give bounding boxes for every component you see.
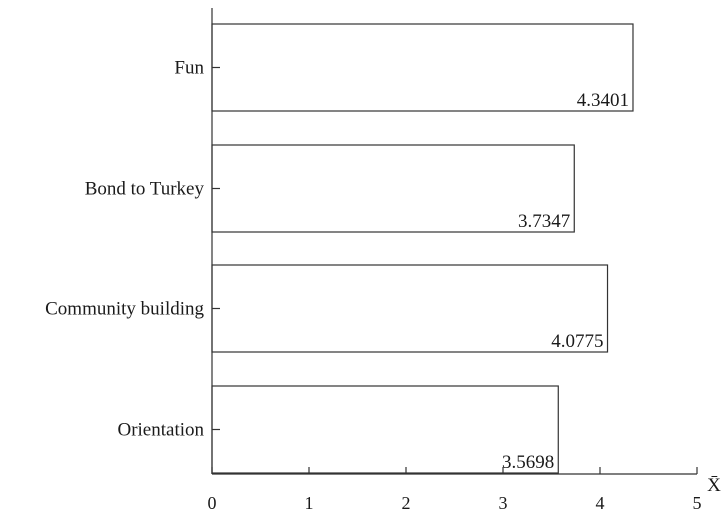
x-tick-label: 5 — [693, 493, 702, 513]
x-tick-label: 1 — [305, 493, 314, 513]
plot-area: 4.3401 3.7347 4.0775 3.5698 — [211, 23, 634, 474]
x-tick-label: 3 — [499, 493, 508, 513]
y-axis-categories: Fun Bond to Turkey Community building Orien… — [45, 58, 220, 441]
bar — [211, 385, 559, 474]
bar — [211, 264, 609, 353]
x-tick-label: 2 — [402, 493, 411, 513]
bar-value-label: 3.7347 — [518, 211, 570, 232]
category-label: Orientation — [117, 420, 204, 441]
category-label: Fun — [174, 58, 204, 79]
bar — [211, 23, 634, 112]
x-tick-label: 4 — [596, 493, 605, 513]
x-axis-ticks: 0 1 2 3 4 5 — [208, 467, 702, 513]
x-axis-label: X̄ — [707, 475, 721, 496]
category-label: Community building — [45, 299, 204, 320]
axes — [211, 8, 697, 475]
bar-value-label: 3.5698 — [502, 452, 554, 473]
category-label: Bond to Turkey — [85, 179, 205, 200]
bar-value-label: 4.3401 — [577, 90, 629, 111]
bar-value-label: 4.0775 — [551, 331, 603, 352]
bar — [211, 144, 575, 233]
x-tick-label: 0 — [208, 493, 217, 513]
